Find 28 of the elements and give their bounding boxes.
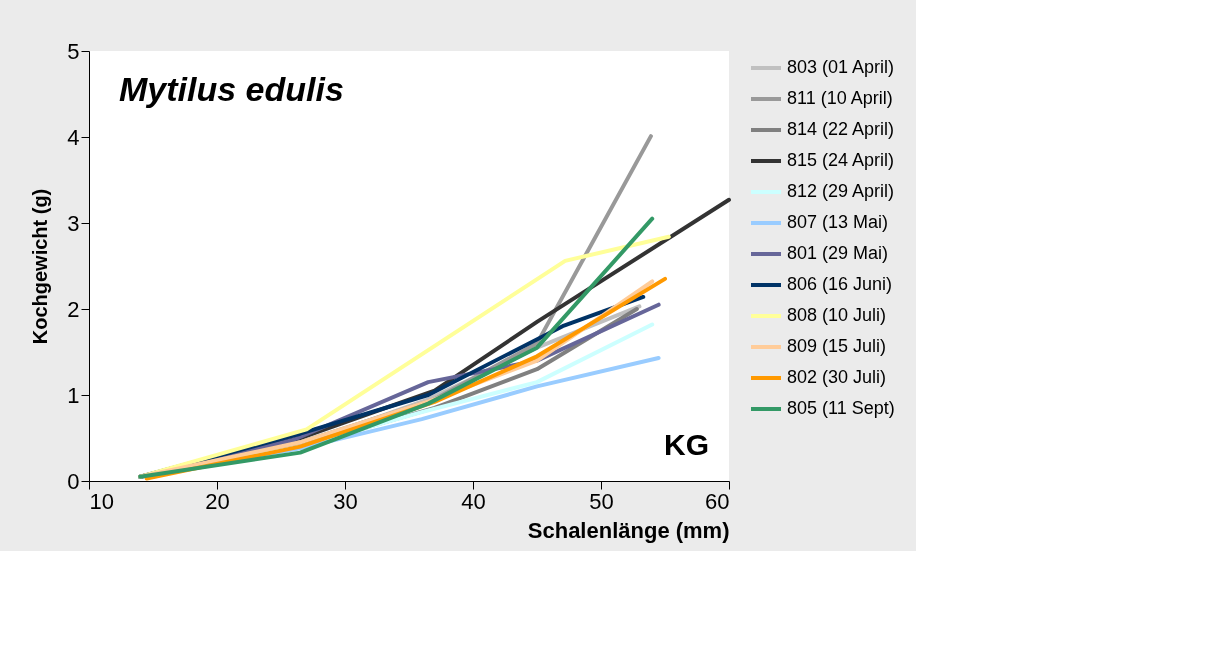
annotation: Mytilus edulis xyxy=(119,70,344,108)
legend-label: 806 (16 Juni) xyxy=(787,274,893,294)
annotation: KG xyxy=(664,428,709,461)
legend-label: 815 (24 April) xyxy=(787,150,895,170)
legend-label: 803 (01 April) xyxy=(787,57,895,77)
x-tick-label: 40 xyxy=(461,488,486,514)
legend-label: 801 (29 Mai) xyxy=(787,243,889,263)
legend-label: 809 (15 Juli) xyxy=(787,336,887,356)
legend-label: 812 (29 April) xyxy=(787,181,895,201)
legend-label: 811 (10 April) xyxy=(787,88,893,108)
x-tick-label: 20 xyxy=(205,488,230,514)
legend-label: 802 (30 Juli) xyxy=(787,367,887,387)
x-tick-label: 10 xyxy=(89,488,114,514)
x-tick-label: 60 xyxy=(705,488,730,514)
legend-label: 814 (22 April) xyxy=(787,119,895,139)
legend-label: 808 (10 Juli) xyxy=(787,305,887,325)
y-tick-label: 0 xyxy=(67,468,80,494)
x-axis-title: Schalenlänge (mm) xyxy=(527,517,730,543)
y-tick-label: 5 xyxy=(67,38,80,64)
x-tick-label: 30 xyxy=(333,488,358,514)
y-tick-label: 2 xyxy=(67,296,80,322)
legend-label: 805 (11 Sept) xyxy=(787,398,895,418)
y-tick-label: 3 xyxy=(67,210,80,236)
y-tick-label: 4 xyxy=(67,124,80,150)
legend-label: 807 (13 Mai) xyxy=(787,212,889,232)
y-tick-label: 1 xyxy=(67,382,80,408)
x-tick-label: 50 xyxy=(589,488,614,514)
y-axis-title: Kochgewicht (g) xyxy=(29,188,52,345)
